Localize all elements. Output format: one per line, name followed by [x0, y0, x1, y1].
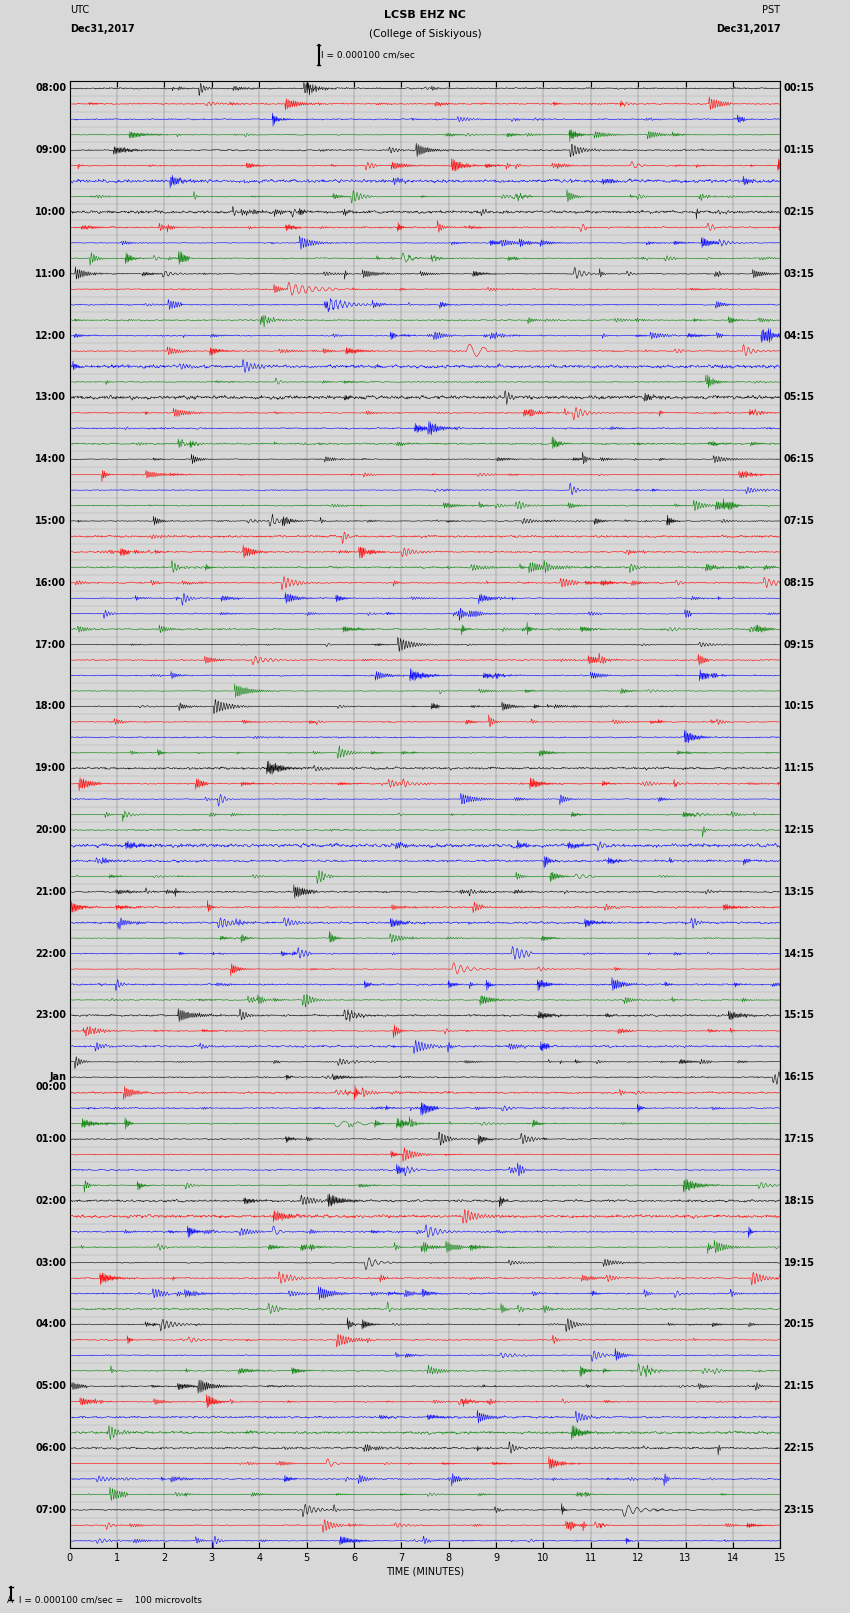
Text: 09:00: 09:00	[36, 145, 66, 155]
Text: 21:00: 21:00	[36, 887, 66, 897]
Text: 12:00: 12:00	[36, 331, 66, 340]
Text: LCSB EHZ NC: LCSB EHZ NC	[384, 10, 466, 19]
Text: 20:00: 20:00	[36, 824, 66, 836]
Text: 13:00: 13:00	[36, 392, 66, 402]
Text: Jan: Jan	[49, 1073, 66, 1082]
Text: 07:00: 07:00	[36, 1505, 66, 1515]
Text: 12:15: 12:15	[784, 824, 814, 836]
Text: 01:15: 01:15	[784, 145, 814, 155]
Text: 19:15: 19:15	[784, 1258, 814, 1268]
Text: 14:15: 14:15	[784, 948, 814, 958]
Text: 16:15: 16:15	[784, 1073, 814, 1082]
Text: 20:15: 20:15	[784, 1319, 814, 1329]
Text: 18:15: 18:15	[784, 1195, 815, 1207]
Text: 06:15: 06:15	[784, 455, 814, 465]
Text: 02:00: 02:00	[36, 1195, 66, 1207]
Text: A  I = 0.000100 cm/sec =    100 microvolts: A I = 0.000100 cm/sec = 100 microvolts	[7, 1595, 201, 1605]
Text: 04:00: 04:00	[36, 1319, 66, 1329]
Text: (College of Siskiyous): (College of Siskiyous)	[369, 29, 481, 39]
Text: I = 0.000100 cm/sec: I = 0.000100 cm/sec	[321, 50, 415, 60]
Text: 02:15: 02:15	[784, 206, 814, 218]
Text: 03:00: 03:00	[36, 1258, 66, 1268]
Text: 05:15: 05:15	[784, 392, 814, 402]
Text: 00:15: 00:15	[784, 84, 814, 94]
Text: 08:15: 08:15	[784, 577, 815, 587]
Text: 17:15: 17:15	[784, 1134, 814, 1144]
Text: Dec31,2017: Dec31,2017	[70, 24, 134, 34]
Text: 17:00: 17:00	[36, 640, 66, 650]
Text: 22:00: 22:00	[36, 948, 66, 958]
Text: 21:15: 21:15	[784, 1381, 814, 1392]
Text: 18:00: 18:00	[35, 702, 66, 711]
Text: 06:00: 06:00	[36, 1444, 66, 1453]
Text: 15:15: 15:15	[784, 1010, 814, 1021]
Text: 11:15: 11:15	[784, 763, 814, 773]
Text: 15:00: 15:00	[36, 516, 66, 526]
Text: 16:00: 16:00	[36, 577, 66, 587]
Text: 23:00: 23:00	[36, 1010, 66, 1021]
Text: Dec31,2017: Dec31,2017	[716, 24, 780, 34]
Text: 22:15: 22:15	[784, 1444, 814, 1453]
Text: 11:00: 11:00	[36, 269, 66, 279]
Text: 14:00: 14:00	[36, 455, 66, 465]
Text: 13:15: 13:15	[784, 887, 814, 897]
Text: 19:00: 19:00	[36, 763, 66, 773]
Text: 23:15: 23:15	[784, 1505, 814, 1515]
Text: 03:15: 03:15	[784, 269, 814, 279]
Text: 10:00: 10:00	[36, 206, 66, 218]
Text: 08:00: 08:00	[35, 84, 66, 94]
Text: 07:15: 07:15	[784, 516, 814, 526]
Text: PST: PST	[762, 5, 780, 15]
Text: 05:00: 05:00	[36, 1381, 66, 1392]
Text: 01:00: 01:00	[36, 1134, 66, 1144]
Text: UTC: UTC	[70, 5, 88, 15]
Text: 10:15: 10:15	[784, 702, 814, 711]
Text: 04:15: 04:15	[784, 331, 814, 340]
Text: 09:15: 09:15	[784, 640, 814, 650]
Text: 00:00: 00:00	[36, 1082, 66, 1092]
X-axis label: TIME (MINUTES): TIME (MINUTES)	[386, 1566, 464, 1576]
